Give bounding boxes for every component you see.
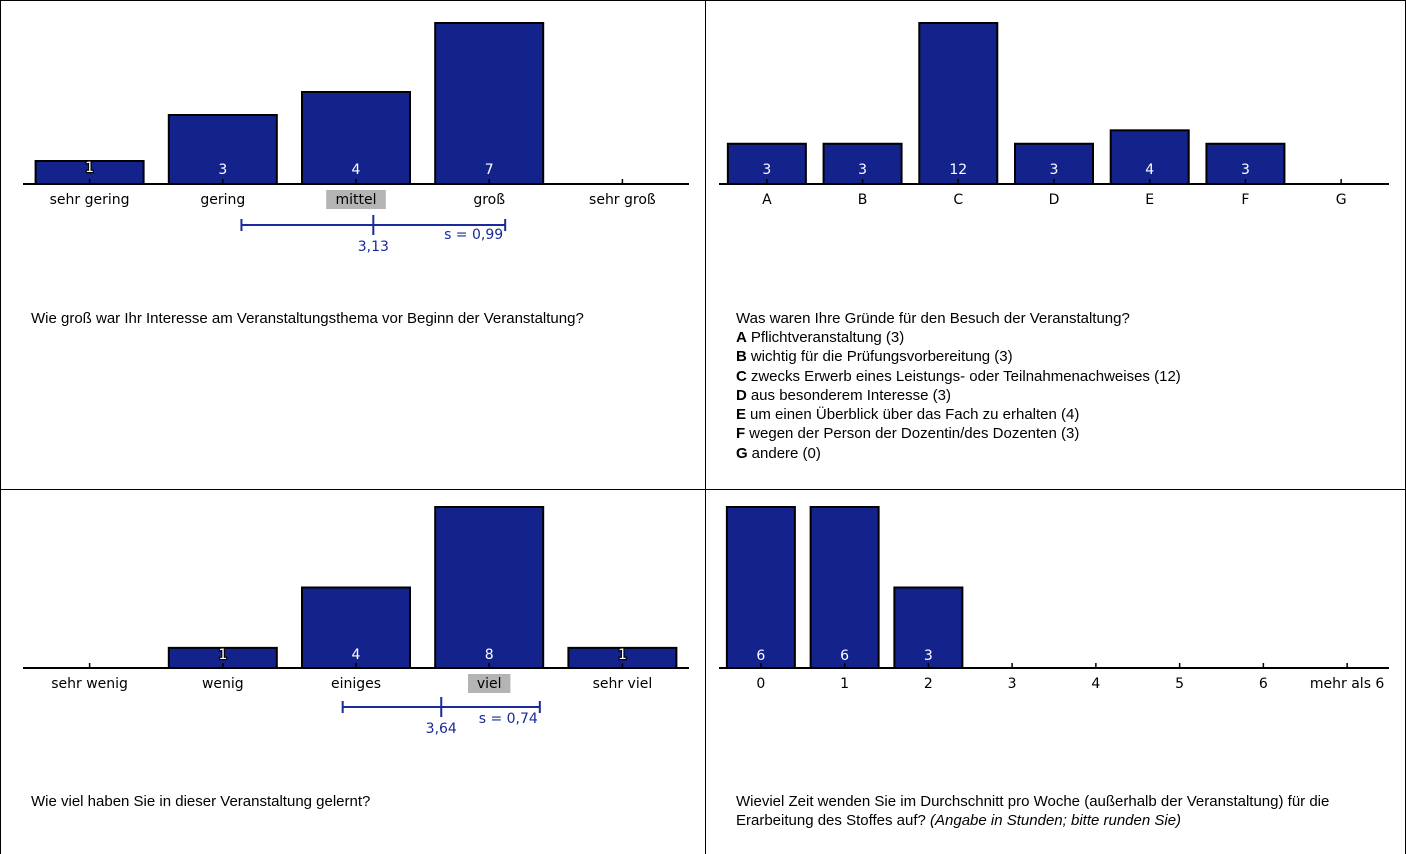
- bar: [726, 142, 807, 185]
- question-hint: (Angabe in Stunden; bitte runden Sie): [930, 812, 1182, 829]
- legend-key: E: [736, 406, 747, 424]
- legend-text: wegen der Person der Dozentin/des Dozent…: [749, 425, 1080, 443]
- category-label: mittel: [335, 192, 376, 208]
- legend-text: Pflichtveranstaltung (3): [750, 329, 905, 346]
- bar-value-label: 12: [949, 162, 967, 178]
- bar: [167, 114, 278, 185]
- chart-time: 6 6 3 0 1 2 3 4 5 6 mehr als 6: [719, 506, 1389, 692]
- category-label: groß: [473, 192, 505, 208]
- category-highlight: [326, 190, 386, 209]
- bar: [301, 91, 411, 185]
- category-label: 3: [1008, 676, 1017, 692]
- sd-label: s = 0,99: [444, 227, 503, 243]
- category-label: 1: [840, 676, 849, 692]
- chart-interest: 1 3 4 7 sehr gering gering mittel groß sehr groß…: [23, 22, 689, 255]
- bar-value-label: 4: [352, 647, 361, 663]
- chart-learned: 1 4 8 1 sehr wenig wenig einiges viel sehr viel 3…: [23, 506, 689, 737]
- bar-value-label: 6: [756, 648, 765, 664]
- category-label: A: [762, 192, 772, 208]
- panel-interest: 1 3 4 7 sehr gering gering mittel groß sehr groß…: [0, 0, 706, 490]
- bar-value-label: 3: [1241, 162, 1250, 178]
- bar-value-label: 1: [218, 647, 227, 663]
- legend-text: um einen Überblick über das Fach zu erha…: [750, 406, 1080, 424]
- chart-reasons: 3 3 12 3 4 3 A B C D E F G: [719, 22, 1389, 208]
- category-label: 6: [1259, 676, 1268, 692]
- legend-item-a: A Pflichtveranstaltung (3): [736, 328, 1385, 347]
- category-label: sehr wenig: [51, 676, 128, 692]
- category-label: F: [1241, 192, 1249, 208]
- category-label: 2: [924, 676, 933, 692]
- panel-time: 6 6 3 0 1 2 3 4 5 6 mehr als 6 Wieviel Zeit wenden…: [705, 489, 1406, 854]
- panel-reasons: 3 3 12 3 4 3 A B C D E F G Was waren Ihre Gründe für…: [705, 0, 1406, 490]
- legend-key: D: [736, 386, 747, 404]
- category-label: C: [953, 192, 963, 208]
- legend-key: A: [736, 329, 747, 346]
- question-label: Was waren Ihre Gründe für den Besuch der…: [736, 310, 1130, 327]
- category-label: gering: [200, 192, 245, 208]
- category-label: mehr als 6: [1310, 676, 1385, 692]
- sd-label: s = 0,74: [479, 711, 538, 727]
- category-label: 4: [1091, 676, 1100, 692]
- bar-value-label: 3: [858, 162, 867, 178]
- legend-text: zwecks Erwerb eines Leistungs- oder Teil…: [750, 367, 1181, 385]
- question-text: Was waren Ihre Gründe für den Besuch der…: [736, 309, 1385, 463]
- legend-key: B: [736, 348, 747, 366]
- bar: [434, 22, 545, 185]
- category-label: sehr groß: [589, 192, 656, 208]
- bar-value-label: 3: [1050, 162, 1059, 178]
- category-label: D: [1049, 192, 1060, 208]
- category-label: B: [858, 192, 868, 208]
- bar: [822, 142, 903, 185]
- legend-text: wichtig für die Prüfungsvorbereitung (3): [750, 348, 1013, 366]
- bar-value-label: 3: [218, 162, 227, 178]
- question-text: Wie groß war Ihr Interesse am Veranstalt…: [31, 309, 686, 328]
- category-label: sehr gering: [50, 192, 130, 208]
- category-highlight: [468, 674, 511, 693]
- bar-value-label: 1: [85, 160, 94, 176]
- bar: [918, 22, 999, 185]
- question-text: Wie viel haben Sie in dieser Veranstaltu…: [31, 792, 686, 811]
- bar: [809, 506, 880, 669]
- question-label: Wieviel Zeit wenden Sie im Durchschnitt …: [736, 793, 1330, 829]
- category-label: 5: [1175, 676, 1184, 692]
- bar-value-label: 6: [840, 648, 849, 664]
- legend-text: aus besonderem Interesse (3): [750, 386, 951, 404]
- legend-key: G: [736, 444, 748, 462]
- bar-value-label: 3: [762, 162, 771, 178]
- bar-value-label: 1: [618, 647, 627, 663]
- mean-label: 3,13: [358, 239, 389, 255]
- category-label: E: [1145, 192, 1154, 208]
- question-text: Wieviel Zeit wenden Sie im Durchschnitt …: [736, 792, 1385, 830]
- bar-value-label: 4: [352, 162, 361, 178]
- legend-key: F: [736, 425, 746, 443]
- category-label: einiges: [331, 676, 381, 692]
- category-label: sehr viel: [593, 676, 653, 692]
- question-label: Wie groß war Ihr Interesse am Veranstalt…: [31, 310, 584, 327]
- category-label: G: [1336, 192, 1347, 208]
- category-label: viel: [477, 676, 502, 692]
- bar-value-label: 8: [485, 647, 494, 663]
- bar: [1109, 129, 1190, 185]
- question-label: Wie viel haben Sie in dieser Veranstaltu…: [31, 793, 371, 810]
- legend-text: andere (0): [751, 444, 821, 462]
- bar-value-label: 7: [485, 162, 494, 178]
- bar-value-label: 4: [1145, 162, 1154, 178]
- category-label: wenig: [202, 676, 244, 692]
- bar-value-label: 3: [924, 648, 933, 664]
- bar: [725, 506, 796, 669]
- category-label: 0: [756, 676, 765, 692]
- bar: [1014, 142, 1094, 185]
- mean-label: 3,64: [426, 721, 457, 737]
- legend-key: C: [736, 367, 747, 385]
- panel-learned: 1 4 8 1 sehr wenig wenig einiges viel sehr viel 3…: [0, 489, 706, 854]
- bar: [434, 506, 545, 669]
